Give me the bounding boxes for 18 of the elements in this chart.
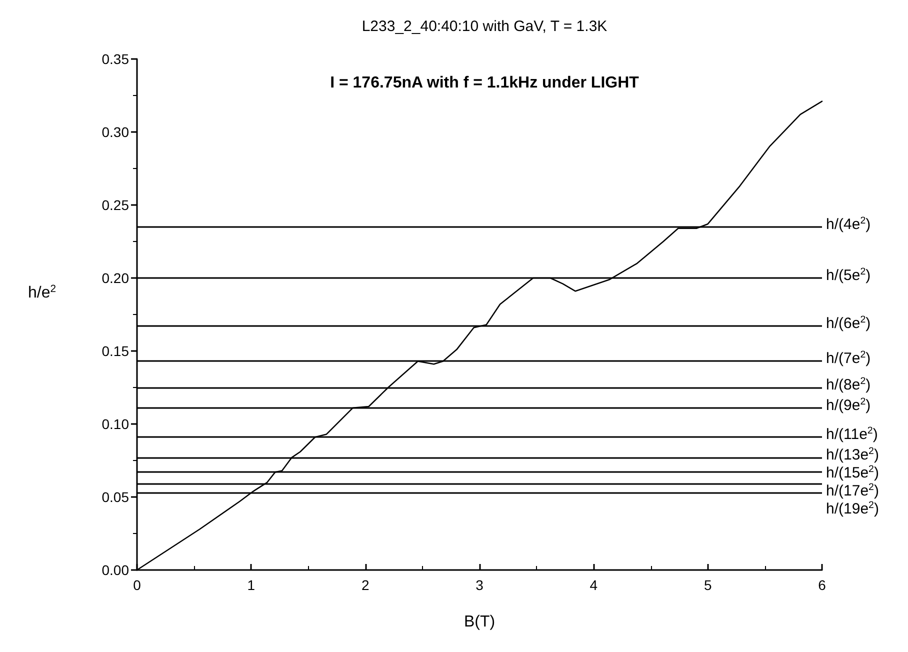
x-tick-label: 1 [247, 577, 256, 593]
y-tick-label: 0.20 [102, 270, 130, 286]
y-tick-label: 0.30 [102, 124, 130, 140]
y-tick-label: 0.10 [102, 416, 130, 432]
chart-title: L233_2_40:40:10 with GaV, T = 1.3K [362, 18, 608, 35]
x-axis-title: B(T) [464, 614, 496, 630]
x-tick-label: 6 [818, 577, 826, 593]
x-tick-label: 5 [704, 577, 712, 593]
x-tick-label: 0 [133, 577, 142, 593]
y-tick-label: 0.05 [102, 489, 130, 505]
y-tick-label: 0.00 [102, 562, 130, 578]
text: I = 176.75nA with f = 1.1kHz under LIGHT [330, 74, 640, 92]
x-tick-label: 4 [590, 577, 598, 593]
y-tick-label: 0.25 [102, 197, 130, 213]
x-tick-label: 3 [476, 577, 484, 593]
x-tick-label: 2 [361, 577, 370, 593]
y-tick-label: 0.15 [102, 343, 130, 359]
y-tick-label: 0.35 [102, 51, 130, 67]
